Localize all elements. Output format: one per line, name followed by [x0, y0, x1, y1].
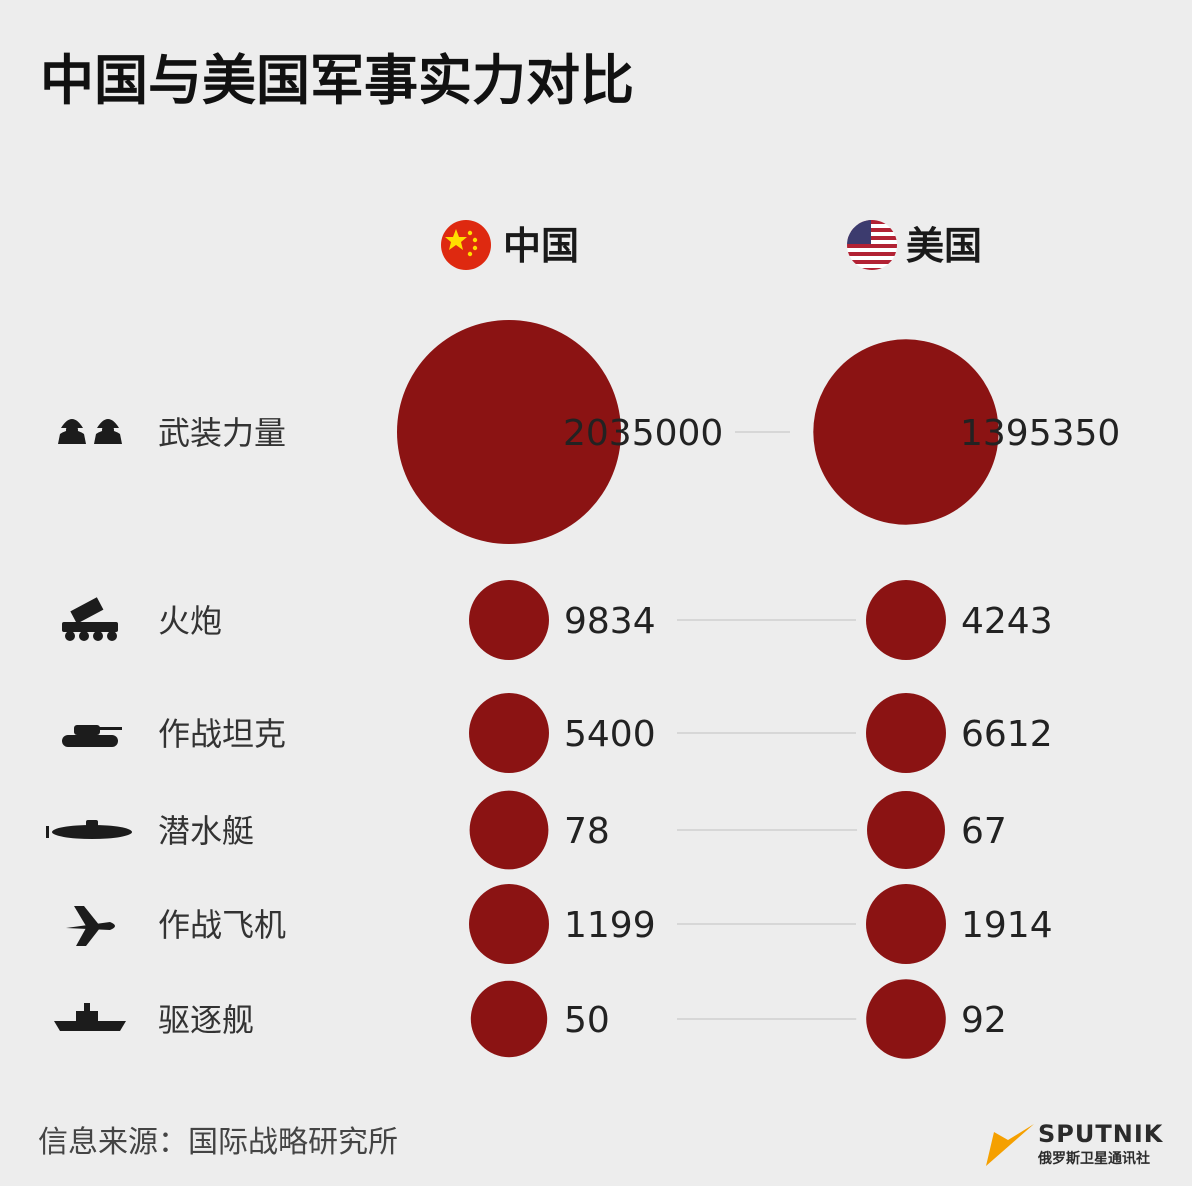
- soldiers-icon: [58, 419, 122, 444]
- chart-row: 武装力量 2035000 1395350: [58, 320, 1120, 544]
- usa-bubble: [866, 884, 946, 964]
- destroyer-icon: [54, 1003, 126, 1031]
- chart-row: 潜水艇 78 67: [46, 790, 1007, 870]
- category-label: 驱逐舰: [158, 1001, 254, 1039]
- chart-row: 驱逐舰 50 92: [54, 979, 1007, 1059]
- china-value: 5400: [564, 714, 656, 755]
- brand-sub: 俄罗斯卫星通讯社: [1037, 1150, 1150, 1167]
- chart-title: 中国与美国军事实力对比: [40, 49, 634, 112]
- usa-value: 92: [961, 1000, 1007, 1041]
- source-note: 信息来源：国际战略研究所: [38, 1125, 398, 1160]
- rocket-launcher-icon: [62, 597, 118, 641]
- china-value: 1199: [564, 905, 656, 946]
- china-label: 中国: [503, 224, 579, 268]
- sputnik-logo: SPUTNIK 俄罗斯卫星通讯社: [986, 1120, 1164, 1167]
- chart-rows: 武装力量 2035000 1395350 火炮 9834 4243 作战坦克 5400 6612…: [46, 320, 1120, 1059]
- sputnik-wing-icon: [986, 1124, 1034, 1166]
- china-value: 9834: [564, 601, 656, 642]
- china-bubble: [469, 790, 549, 870]
- category-label: 武装力量: [158, 414, 286, 452]
- category-label: 作战坦克: [158, 715, 286, 753]
- usa-value: 1914: [961, 905, 1053, 946]
- usa-bubble: [866, 693, 946, 773]
- usa-value: 6612: [961, 714, 1053, 755]
- usa-bubble: [866, 580, 946, 660]
- china-header: 中国: [441, 220, 579, 270]
- chart-row: 作战坦克 5400 6612: [62, 693, 1053, 773]
- usa-flag-icon: [847, 220, 897, 270]
- china-bubble: [397, 320, 621, 544]
- category-label: 火炮: [158, 602, 222, 640]
- usa-bubble: [867, 791, 945, 869]
- usa-value: 1395350: [960, 413, 1120, 454]
- china-bubble: [469, 693, 549, 773]
- china-flag-icon: [441, 220, 491, 270]
- usa-header: 美国: [847, 220, 982, 270]
- china-value: 50: [564, 1000, 610, 1041]
- chart-row: 火炮 9834 4243: [62, 580, 1053, 660]
- usa-label: 美国: [906, 224, 982, 268]
- chart-row: 作战飞机 1199 1914: [66, 884, 1053, 964]
- submarine-icon: [46, 820, 132, 839]
- tank-icon: [62, 725, 122, 747]
- china-bubble: [469, 580, 549, 660]
- usa-value: 67: [961, 811, 1007, 852]
- china-bubble: [470, 980, 548, 1058]
- airplane-icon: [66, 906, 115, 946]
- china-bubble: [469, 884, 549, 964]
- category-label: 作战飞机: [158, 906, 286, 944]
- china-value: 2035000: [563, 413, 723, 454]
- usa-bubble: [813, 339, 999, 525]
- china-value: 78: [564, 811, 610, 852]
- usa-bubble: [866, 979, 946, 1059]
- category-label: 潜水艇: [158, 812, 254, 850]
- brand-name: SPUTNIK: [1038, 1120, 1164, 1148]
- usa-value: 4243: [961, 601, 1053, 642]
